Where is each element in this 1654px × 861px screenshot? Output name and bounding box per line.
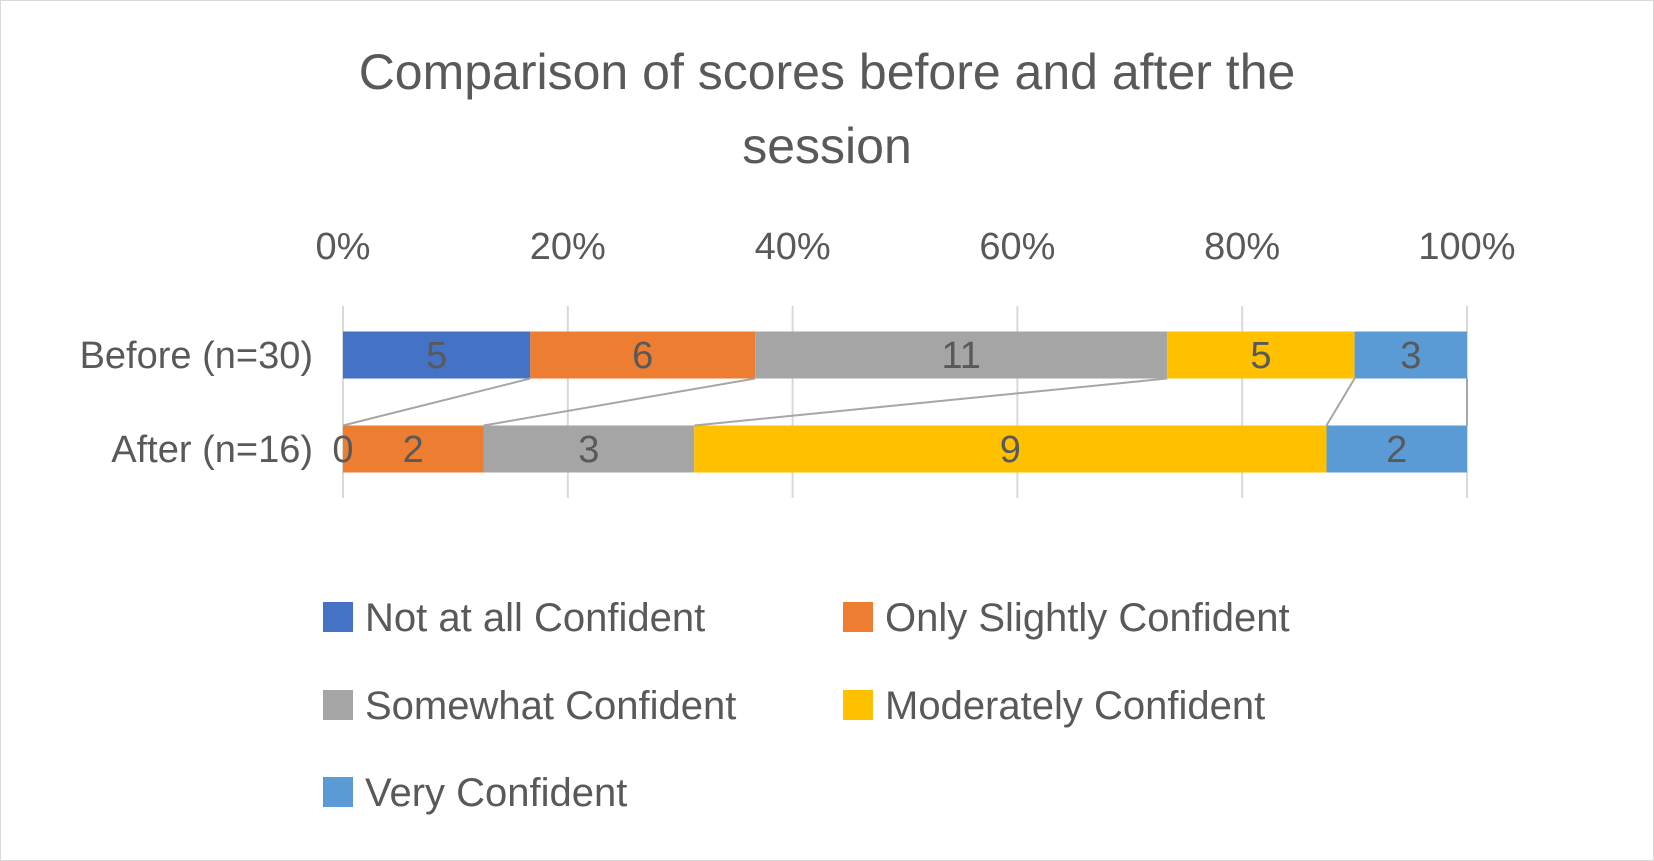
x-tick-label: 100% xyxy=(1418,226,1515,268)
chart-title-line: Comparison of scores before and after th… xyxy=(359,44,1296,100)
data-label: 5 xyxy=(1250,335,1271,377)
data-label: 0 xyxy=(332,429,353,471)
x-tick-label: 20% xyxy=(530,226,606,268)
legend-label: Moderately Confident xyxy=(885,684,1265,728)
chart-title-line: session xyxy=(742,118,912,174)
bar-segment xyxy=(694,425,1327,473)
series-line xyxy=(1325,377,1356,427)
legend-label: Only Slightly Confident xyxy=(885,596,1290,640)
legend-swatch xyxy=(323,777,353,807)
x-tick-label: 60% xyxy=(979,226,1055,268)
bar-segment xyxy=(1167,331,1355,379)
bar-segment xyxy=(1326,425,1467,473)
legend-swatch xyxy=(323,602,353,632)
data-label: 2 xyxy=(1386,429,1407,471)
legend-swatch xyxy=(323,690,353,720)
data-label: 2 xyxy=(403,429,424,471)
legend-swatch xyxy=(843,602,873,632)
data-label: 11 xyxy=(941,335,980,377)
series-line xyxy=(694,377,1168,427)
bar-segment xyxy=(343,331,531,379)
legend-label: Very Confident xyxy=(365,771,627,815)
legend-label: Somewhat Confident xyxy=(365,684,736,728)
data-label: 6 xyxy=(632,335,653,377)
data-label: 3 xyxy=(578,429,599,471)
bar-segment xyxy=(530,331,756,379)
legend-label: Not at all Confident xyxy=(365,596,705,640)
bar-segment xyxy=(343,425,484,473)
data-label: 3 xyxy=(1400,335,1421,377)
series-line xyxy=(483,377,756,427)
category-label: Before (n=30) xyxy=(80,335,313,377)
x-tick-label: 40% xyxy=(755,226,831,268)
bar-segment xyxy=(755,331,1168,379)
series-line xyxy=(342,377,531,427)
x-tick-label: 0% xyxy=(316,226,371,268)
legend-swatch xyxy=(843,690,873,720)
bar-segment xyxy=(483,425,695,473)
category-label: After (n=16) xyxy=(111,429,313,471)
data-label: 5 xyxy=(426,335,447,377)
bar-segment xyxy=(1354,331,1467,379)
data-label: 9 xyxy=(1000,429,1021,471)
x-tick-label: 80% xyxy=(1204,226,1280,268)
